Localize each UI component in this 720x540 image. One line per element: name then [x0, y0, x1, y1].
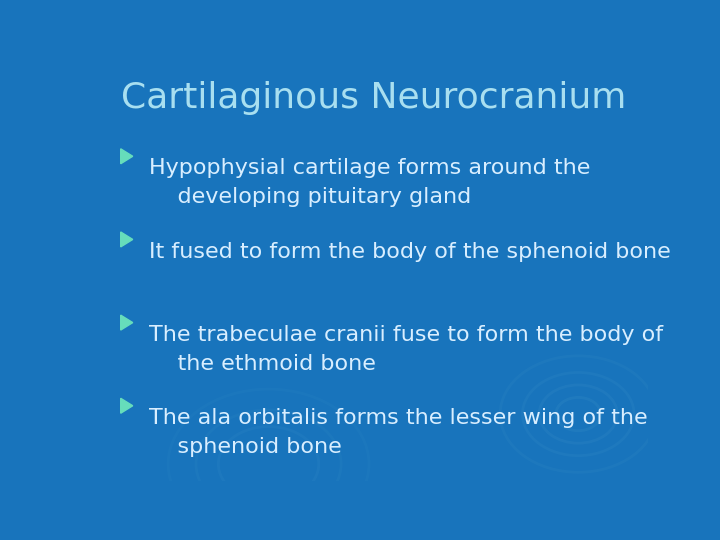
Text: Cartilaginous Neurocranium: Cartilaginous Neurocranium — [121, 82, 626, 116]
Text: sphenoid bone: sphenoid bone — [148, 437, 341, 457]
Text: the ethmoid bone: the ethmoid bone — [148, 354, 375, 374]
Text: Hypophysial cartilage forms around the: Hypophysial cartilage forms around the — [148, 158, 590, 178]
Text: It fused to form the body of the sphenoid bone: It fused to form the body of the sphenoi… — [148, 241, 670, 261]
Polygon shape — [121, 399, 132, 413]
Polygon shape — [121, 149, 132, 164]
Polygon shape — [121, 232, 132, 247]
Text: developing pituitary gland: developing pituitary gland — [148, 187, 471, 207]
Polygon shape — [121, 315, 132, 330]
Text: The trabeculae cranii fuse to form the body of: The trabeculae cranii fuse to form the b… — [148, 325, 662, 345]
Text: The ala orbitalis forms the lesser wing of the: The ala orbitalis forms the lesser wing … — [148, 408, 647, 428]
